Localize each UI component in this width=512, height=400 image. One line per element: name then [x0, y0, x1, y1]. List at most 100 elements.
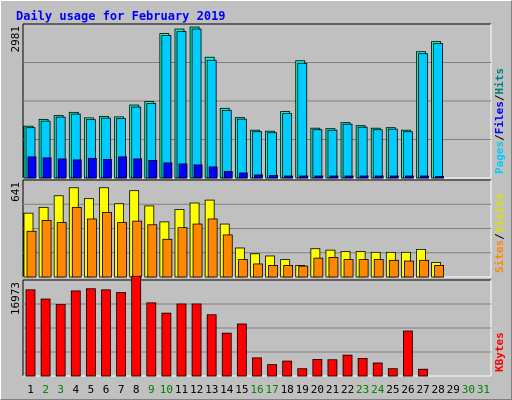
legend-visits: Visits	[493, 194, 506, 234]
bar-pages-day-2	[42, 157, 52, 179]
x-tick-label-day-26: 26	[401, 383, 414, 396]
bar-sites-day-4	[71, 206, 82, 278]
bar-sites-day-22	[343, 259, 354, 278]
bar-sites-day-1	[26, 230, 37, 278]
bar-pages-day-6	[103, 158, 112, 179]
x-tick-label-day-9: 9	[148, 383, 155, 396]
y-max-label: 641	[9, 182, 22, 202]
series-legend: Sites/Visits	[493, 194, 506, 274]
bar-pages-day-11	[178, 163, 188, 179]
bar-pages-day-5	[87, 157, 97, 179]
bar-kbytes-day-7	[116, 292, 126, 377]
bar-kbytes-day-15	[236, 323, 247, 377]
bar-sites-day-17	[268, 264, 278, 278]
bar-kbytes-day-24	[372, 362, 383, 377]
bar-sites-day-14	[222, 234, 233, 278]
bar-files-day-27	[418, 53, 428, 179]
bar-sites-day-24	[373, 259, 384, 278]
x-tick-label-day-14: 14	[220, 383, 234, 396]
bar-files-day-18	[282, 113, 293, 179]
bar-kbytes-day-11	[176, 303, 187, 377]
bar-kbytes-day-26	[403, 330, 413, 377]
bar-pages-day-16	[254, 174, 263, 179]
panel-kbytes: 16973 KBytes	[9, 275, 506, 377]
series-kbytes	[25, 275, 428, 377]
x-tick-label-day-28: 28	[432, 383, 445, 396]
bar-kbytes-day-4	[70, 290, 81, 377]
x-tick-label-day-12: 12	[190, 383, 203, 396]
x-tick-label-day-3: 3	[57, 383, 64, 396]
bar-kbytes-day-16	[252, 357, 262, 377]
bar-kbytes-day-8	[131, 275, 142, 377]
bar-kbytes-day-27	[418, 368, 428, 377]
bar-pages-day-13	[208, 166, 218, 179]
bar-files-day-28	[433, 43, 444, 179]
bar-sites-day-9	[147, 224, 158, 278]
legend-separator: /	[493, 94, 506, 101]
bar-sites-day-11	[177, 227, 188, 278]
bar-pages-day-14	[223, 171, 233, 179]
bar-pages-day-25	[389, 175, 399, 179]
y-max-label: 2981	[9, 26, 22, 53]
bar-kbytes-day-13	[206, 314, 217, 377]
legend-separator: /	[493, 134, 506, 141]
bar-kbytes-day-19	[297, 368, 308, 377]
bar-files-day-14	[221, 109, 232, 179]
bar-kbytes-day-23	[357, 357, 368, 377]
bar-kbytes-day-14	[221, 332, 232, 377]
bar-pages-day-28	[435, 176, 445, 179]
bar-kbytes-day-21	[327, 359, 338, 377]
series-files	[25, 28, 444, 179]
x-tick-label-day-7: 7	[118, 383, 125, 396]
legend-kbytes: KBytes	[493, 332, 506, 372]
bar-sites-day-8	[132, 220, 143, 278]
x-tick-label-day-31: 31	[477, 383, 490, 396]
bar-sites-day-6	[102, 212, 112, 278]
x-tick-label-day-15: 15	[235, 383, 248, 396]
bar-sites-day-5	[86, 218, 97, 278]
x-tick-label-day-22: 22	[341, 383, 354, 396]
bar-pages-day-8	[133, 158, 143, 179]
bar-sites-day-28	[434, 264, 445, 278]
x-tick-label-day-4: 4	[73, 383, 80, 396]
x-tick-label-day-25: 25	[386, 383, 399, 396]
bar-kbytes-day-12	[191, 303, 202, 377]
x-tick-label-day-17: 17	[265, 383, 278, 396]
bar-sites-day-3	[56, 222, 67, 278]
bar-sites-day-13	[207, 218, 218, 278]
legend-sites: Sites	[493, 240, 506, 273]
bar-pages-day-12	[193, 164, 203, 179]
x-tick-label-day-1: 1	[27, 383, 34, 396]
x-tick-label-day-2: 2	[42, 383, 49, 396]
y-max-label: 16973	[9, 282, 22, 315]
bar-kbytes-day-3	[55, 304, 66, 377]
bar-files-day-26	[403, 131, 413, 179]
series-legend: KBytes	[493, 332, 506, 372]
bar-pages-day-23	[359, 175, 369, 179]
chart-title: Daily usage for February 2019	[16, 9, 226, 23]
x-tick-label-day-29: 29	[447, 383, 460, 396]
bar-pages-day-22	[344, 175, 354, 179]
bar-pages-day-1	[27, 156, 37, 179]
bar-sites-day-15	[237, 259, 248, 278]
bar-pages-day-9	[148, 159, 158, 179]
bar-files-day-12	[191, 28, 202, 179]
bar-kbytes-day-1	[25, 289, 36, 377]
bar-files-day-10	[161, 35, 172, 179]
bar-files-day-19	[297, 62, 308, 179]
bar-pages-day-27	[420, 175, 429, 179]
x-tick-label-day-16: 16	[250, 383, 263, 396]
x-tick-label-day-20: 20	[311, 383, 324, 396]
bar-files-day-13	[206, 59, 217, 179]
bar-files-day-21	[327, 129, 338, 179]
bar-sites-day-18	[283, 264, 294, 278]
bar-files-day-17	[267, 132, 277, 179]
bar-sites-day-21	[328, 257, 339, 278]
bar-kbytes-day-25	[387, 368, 398, 377]
x-tick-label-day-18: 18	[281, 383, 294, 396]
legend-hits: Hits	[493, 68, 506, 95]
x-tick-label-day-27: 27	[416, 383, 429, 396]
bar-pages-day-21	[329, 175, 339, 179]
bar-files-day-24	[372, 129, 383, 179]
